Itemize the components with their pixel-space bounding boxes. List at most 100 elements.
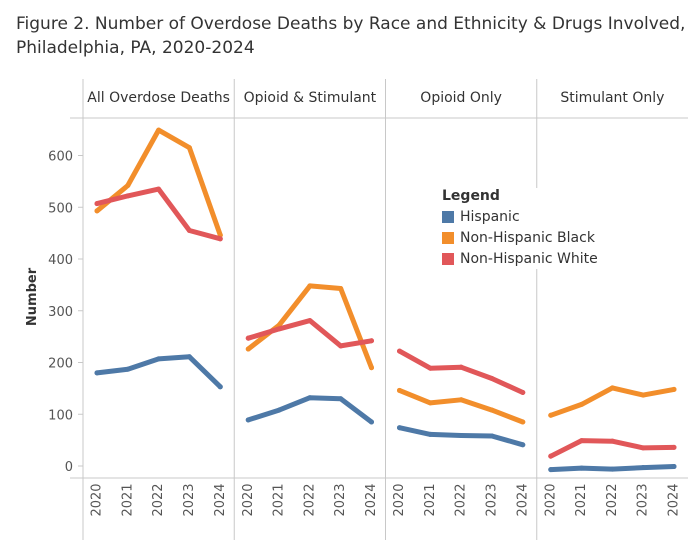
data-point-all-overdose-deaths-hispanic bbox=[94, 370, 100, 376]
data-point-all-overdose-deaths-hispanic bbox=[156, 356, 162, 362]
y-tick-label: 0 bbox=[65, 460, 73, 475]
data-point-stimulant-only-non-hispanic-white bbox=[640, 445, 646, 451]
data-point-stimulant-only-non-hispanic-black bbox=[640, 392, 646, 398]
data-point-opioid-only-hispanic bbox=[520, 442, 526, 448]
data-point-all-overdose-deaths-non-hispanic-white bbox=[186, 228, 192, 234]
x-tick-label: 2020 bbox=[392, 483, 407, 516]
data-point-opioid-only-non-hispanic-white bbox=[489, 376, 495, 382]
legend-label-non-hispanic-white: Non-Hispanic White bbox=[460, 250, 598, 267]
x-tick-label: 2023 bbox=[182, 483, 197, 516]
legend-swatch-non-hispanic-white bbox=[442, 252, 454, 265]
x-tick-label: 2024 bbox=[667, 483, 682, 516]
data-point-opioid-only-non-hispanic-black bbox=[458, 397, 464, 403]
data-point-all-overdose-deaths-hispanic bbox=[125, 366, 131, 372]
series-line-opioid-stimulant-non-hispanic-black bbox=[245, 283, 374, 371]
legend-item-non-hispanic-white: Non-Hispanic White bbox=[442, 248, 626, 269]
data-point-stimulant-only-non-hispanic-white bbox=[671, 444, 677, 450]
data-point-opioid-stimulant-non-hispanic-black bbox=[369, 365, 374, 371]
data-point-stimulant-only-hispanic bbox=[609, 466, 615, 472]
data-point-opioid-stimulant-non-hispanic-black bbox=[307, 283, 313, 289]
data-point-opioid-stimulant-non-hispanic-white bbox=[338, 343, 344, 349]
data-point-all-overdose-deaths-non-hispanic-black bbox=[94, 208, 100, 214]
data-point-opioid-only-non-hispanic-black bbox=[397, 387, 402, 393]
data-point-opioid-stimulant-non-hispanic-white bbox=[245, 335, 251, 341]
series-line-stimulant-only-non-hispanic-black bbox=[548, 385, 677, 418]
y-tick-label: 400 bbox=[48, 253, 73, 268]
data-point-stimulant-only-hispanic bbox=[640, 465, 646, 471]
series-line-opioid-only-non-hispanic-white bbox=[397, 348, 526, 395]
y-tick-label: 600 bbox=[48, 150, 73, 165]
legend-item-hispanic: Hispanic bbox=[442, 206, 626, 227]
data-point-opioid-stimulant-hispanic bbox=[276, 407, 282, 413]
data-point-opioid-only-non-hispanic-black bbox=[489, 407, 495, 413]
legend-title: Legend bbox=[442, 188, 500, 204]
x-tick-label: 2024 bbox=[364, 483, 379, 516]
legend-swatch-non-hispanic-black bbox=[442, 231, 454, 244]
y-tick-label: 200 bbox=[48, 357, 73, 372]
x-tick-label: 2021 bbox=[423, 483, 438, 516]
data-point-all-overdose-deaths-hispanic bbox=[217, 384, 223, 390]
y-axis-label: Number bbox=[25, 267, 40, 326]
data-point-stimulant-only-non-hispanic-white bbox=[609, 438, 615, 444]
data-point-opioid-only-hispanic bbox=[397, 425, 402, 431]
data-point-all-overdose-deaths-hispanic bbox=[186, 354, 192, 360]
data-point-opioid-stimulant-hispanic bbox=[369, 419, 374, 425]
data-point-stimulant-only-hispanic bbox=[671, 464, 677, 470]
data-point-opioid-stimulant-non-hispanic-white bbox=[307, 318, 313, 324]
series-line-all-overdose-deaths-non-hispanic-black bbox=[94, 127, 223, 238]
data-point-opioid-stimulant-hispanic bbox=[307, 395, 313, 401]
data-point-opioid-only-non-hispanic-white bbox=[458, 364, 464, 370]
x-tick-label: 2020 bbox=[543, 483, 558, 516]
data-point-all-overdose-deaths-non-hispanic-black bbox=[186, 145, 192, 151]
data-point-opioid-stimulant-non-hispanic-black bbox=[245, 346, 251, 352]
data-point-all-overdose-deaths-non-hispanic-black bbox=[156, 127, 162, 133]
data-point-stimulant-only-non-hispanic-white bbox=[548, 453, 554, 459]
x-tick-label: 2021 bbox=[120, 483, 135, 516]
panel-title-opioid-only: Opioid Only bbox=[420, 90, 502, 106]
data-point-opioid-only-non-hispanic-white bbox=[397, 348, 402, 354]
data-point-opioid-stimulant-non-hispanic-white bbox=[276, 326, 282, 332]
x-tick-label: 2024 bbox=[213, 483, 228, 516]
data-point-all-overdose-deaths-non-hispanic-white bbox=[125, 193, 131, 199]
data-point-stimulant-only-non-hispanic-white bbox=[579, 438, 585, 444]
chart-title: Figure 2. Number of Overdose Deaths by R… bbox=[16, 14, 686, 58]
data-point-stimulant-only-hispanic bbox=[548, 467, 554, 473]
x-tick-label: 2020 bbox=[90, 483, 105, 516]
legend-item-non-hispanic-black: Non-Hispanic Black bbox=[442, 227, 626, 248]
data-point-opioid-only-hispanic bbox=[427, 431, 433, 437]
series-line-all-overdose-deaths-non-hispanic-white bbox=[94, 186, 223, 242]
x-tick-label: 2021 bbox=[574, 483, 589, 516]
series-line-opioid-only-non-hispanic-black bbox=[397, 387, 526, 425]
x-tick-label: 2023 bbox=[333, 483, 348, 516]
panel-title-opioid-stimulant: Opioid & Stimulant bbox=[244, 90, 377, 106]
data-point-stimulant-only-non-hispanic-black bbox=[579, 401, 585, 407]
data-point-stimulant-only-non-hispanic-black bbox=[671, 386, 677, 392]
data-point-opioid-only-non-hispanic-black bbox=[520, 419, 526, 425]
series-line-opioid-stimulant-hispanic bbox=[245, 395, 374, 425]
data-point-opioid-only-hispanic bbox=[458, 432, 464, 438]
data-point-all-overdose-deaths-non-hispanic-white bbox=[94, 201, 100, 207]
data-point-all-overdose-deaths-non-hispanic-white bbox=[156, 186, 162, 192]
y-tick-label: 100 bbox=[48, 408, 73, 423]
legend: Legend Hispanic Non-Hispanic Black Non-H… bbox=[436, 188, 626, 269]
data-point-opioid-only-non-hispanic-white bbox=[427, 365, 433, 371]
y-tick-label: 500 bbox=[48, 201, 73, 216]
data-point-opioid-stimulant-non-hispanic-white bbox=[369, 338, 374, 344]
x-tick-label: 2022 bbox=[151, 483, 166, 516]
data-point-opioid-only-non-hispanic-black bbox=[427, 400, 433, 406]
x-tick-label: 2024 bbox=[515, 483, 530, 516]
x-tick-label: 2021 bbox=[272, 483, 287, 516]
y-tick-label: 300 bbox=[48, 305, 73, 320]
data-point-stimulant-only-non-hispanic-black bbox=[548, 412, 554, 418]
x-tick-label: 2022 bbox=[454, 483, 469, 516]
data-point-opioid-stimulant-hispanic bbox=[245, 417, 251, 423]
x-tick-label: 2022 bbox=[302, 483, 317, 516]
data-point-opioid-stimulant-hispanic bbox=[338, 396, 344, 402]
legend-swatch-hispanic bbox=[442, 210, 454, 223]
x-tick-label: 2022 bbox=[605, 483, 620, 516]
x-tick-label: 2020 bbox=[241, 483, 256, 516]
data-point-all-overdose-deaths-non-hispanic-black bbox=[125, 183, 131, 189]
data-point-opioid-only-non-hispanic-white bbox=[520, 390, 526, 396]
panel-title-all-overdose-deaths: All Overdose Deaths bbox=[87, 90, 230, 106]
